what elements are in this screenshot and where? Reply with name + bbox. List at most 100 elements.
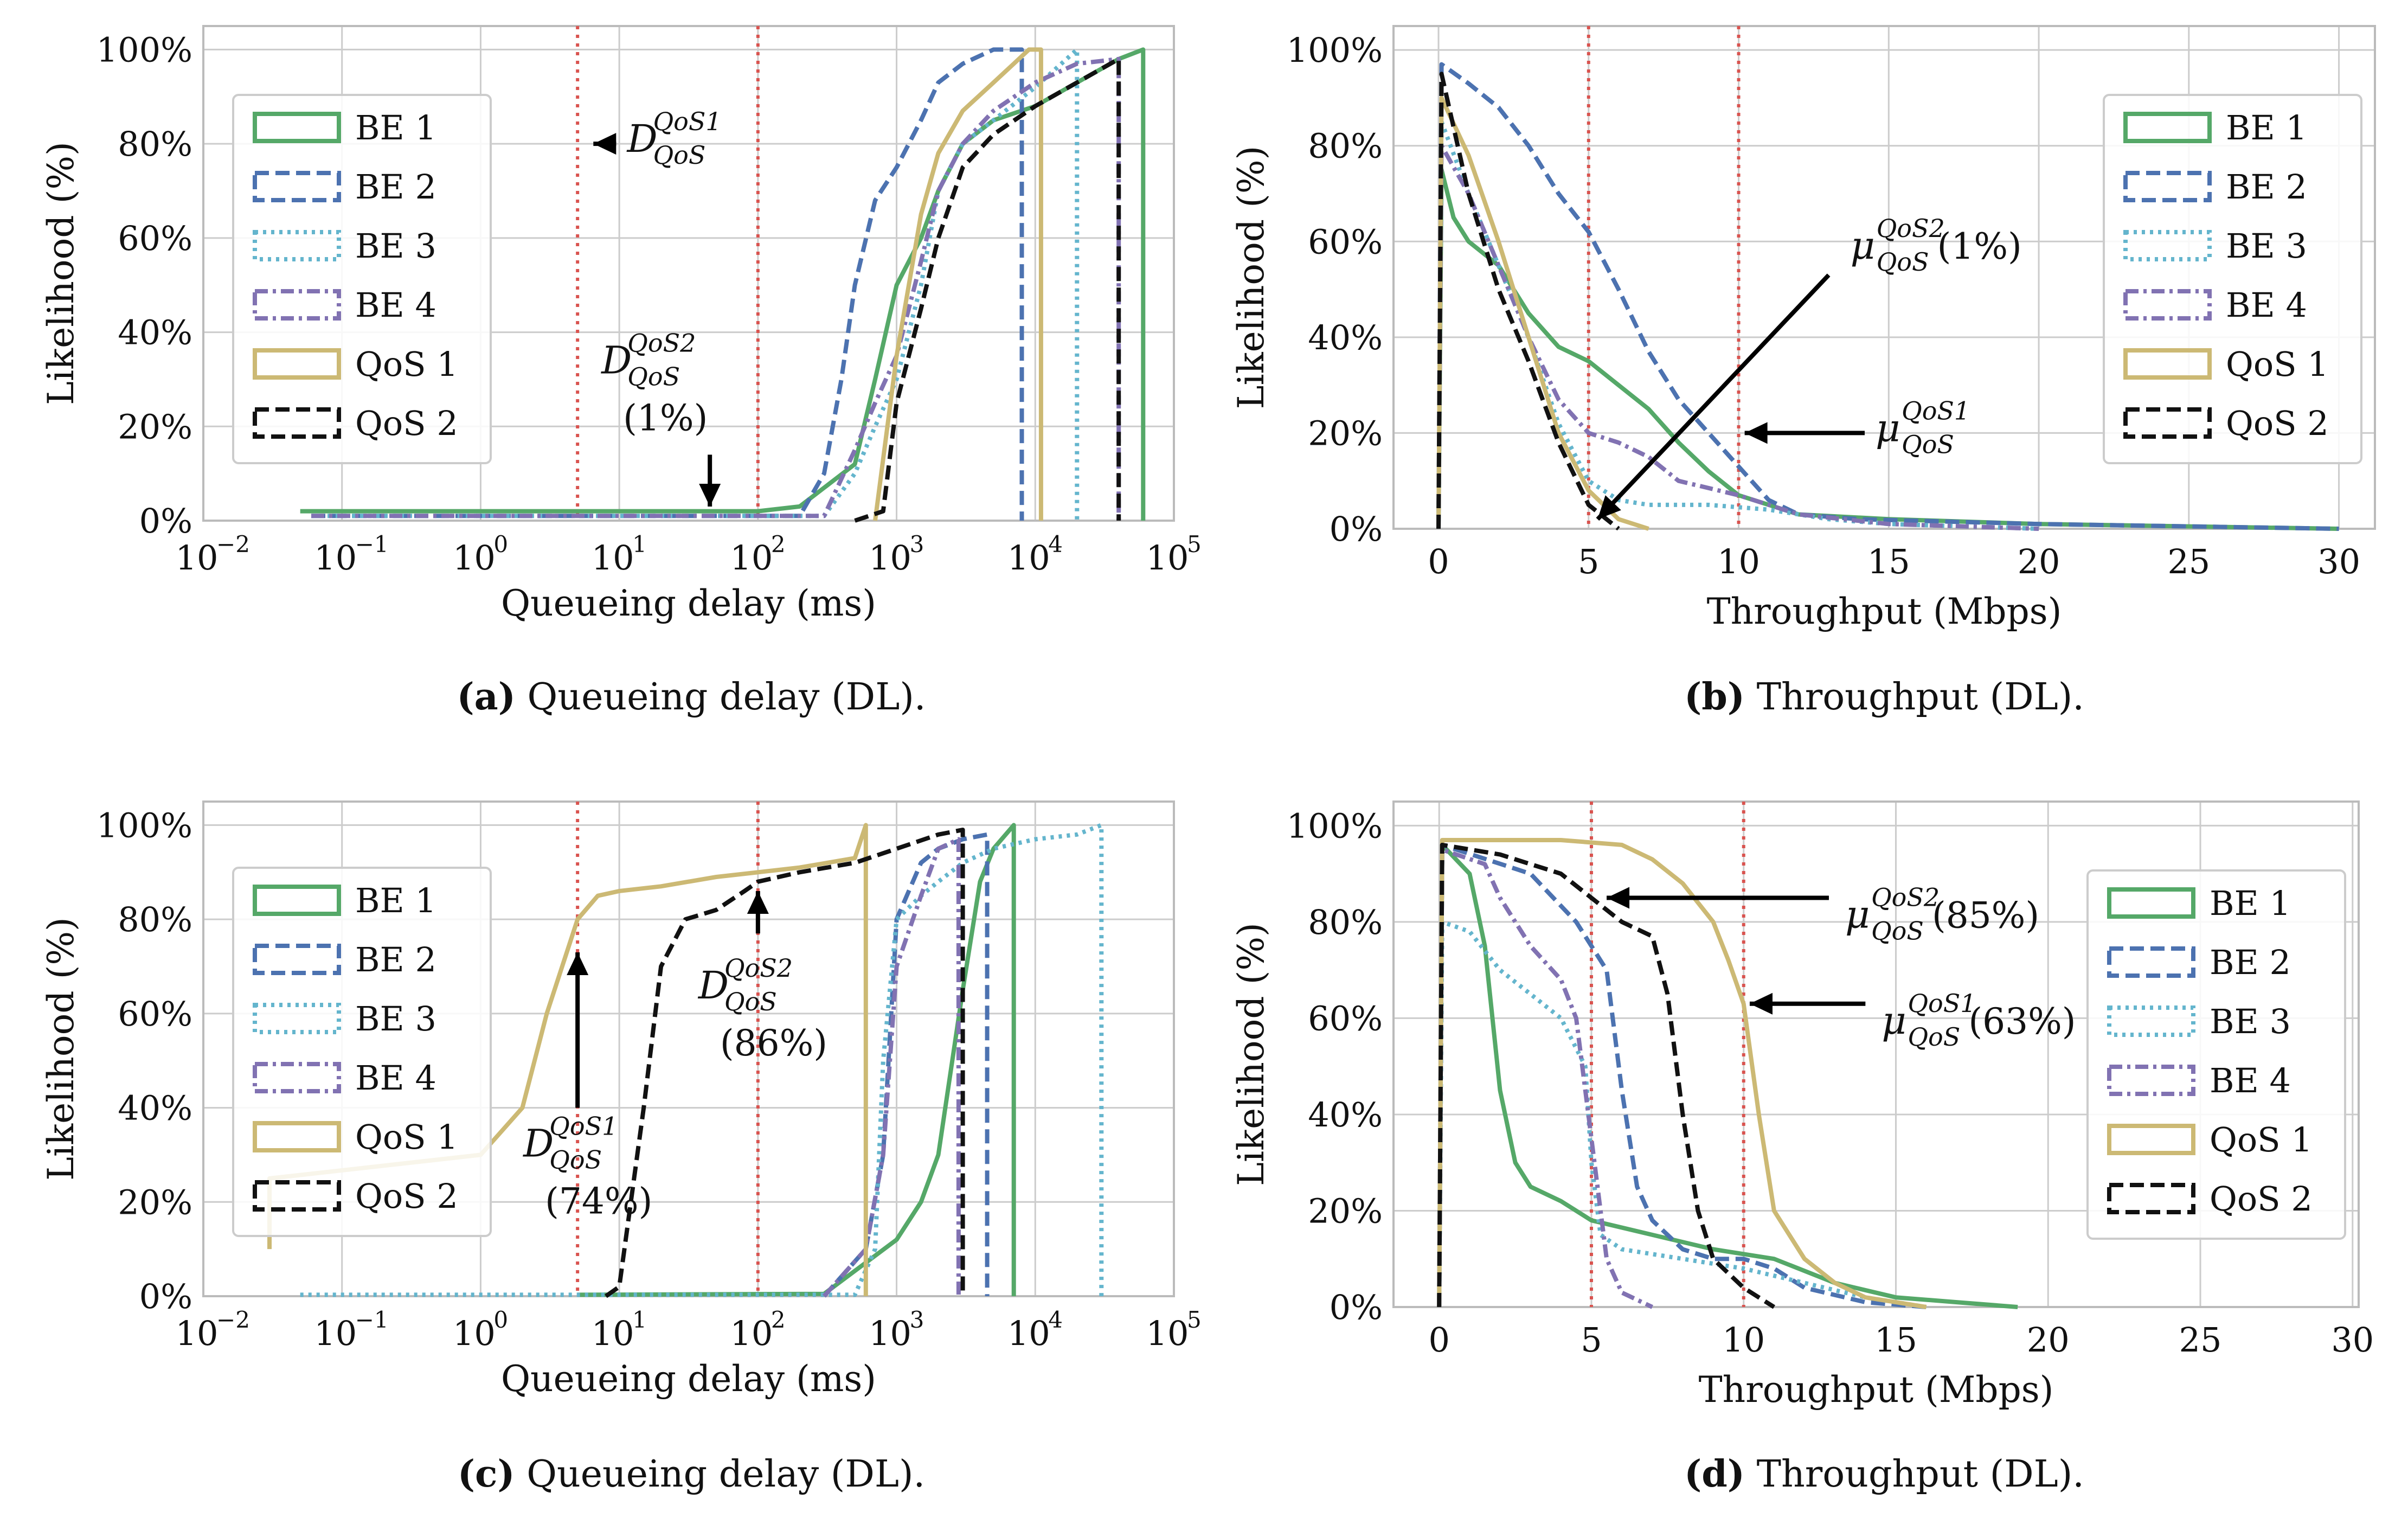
x-tick-label: 10 [869,538,911,578]
annotation-subscript: QoS [724,987,777,1016]
x-tick-label: 10 [592,538,634,578]
chart-panel-a: 0%20%40%60%80%100%10−2 10−1 100 101 102 103 10… [40,25,1202,624]
series-line-be-2 [311,47,1024,521]
x-tick-label: 10 [453,538,496,578]
x-tick-label: 5 [1578,542,1599,581]
y-axis-label: Likelihood (%) [40,142,82,405]
legend-swatch [253,112,341,143]
annotation-note: (1%) [623,397,708,439]
x-tick-label: 20 [2027,1320,2070,1360]
y-tick-label: 20% [1308,1191,1383,1231]
legend-swatch [253,171,341,202]
x-tick-label: 10 [730,538,773,578]
annotation-note: (85%) [1932,895,2039,937]
chart-panel-d: 0% 20% 40% 60% 80% 100% 0 5 10 15 20 25 30 Throughput… [1230,800,2374,1411]
x-tick-label: 10 [1146,1314,1189,1353]
series-line-be-4 [1437,847,1654,1309]
annotation-arrowhead [1597,495,1621,520]
legend-label: BE 1 [355,881,436,920]
legend-box [2103,94,2362,464]
x-tick-label: 10 [1717,542,1760,581]
series-line-qos-1 [267,823,868,1296]
caption-c-text: Queueing delay (DL). [515,1453,926,1496]
y-tick-label: 40% [118,313,192,353]
legend-box [232,94,492,464]
x-tick-label: 10 [314,1314,357,1353]
y-tick-label: 0% [1330,1288,1383,1327]
legend-label: QoS 2 [355,1176,458,1216]
series-line-qos-1 [873,47,1043,521]
series-line-be-2 [1436,62,2339,531]
y-tick-label: 0% [1330,509,1383,549]
x-tick-label: 10 [869,1314,911,1353]
legend-swatch [2107,1005,2195,1037]
legend-label: BE 4 [2226,285,2307,325]
legend-swatch [2123,171,2212,202]
annotation-label: μ QoS1 QoS (63%) [1882,989,2076,1052]
x-tick-exponent: 4 [1048,1306,1063,1333]
y-tick-label: 60% [1308,998,1383,1038]
legend-label: QoS 2 [355,403,458,443]
x-tick-exponent: 0 [493,1306,508,1333]
annotation-arrowhead [747,891,769,914]
annotation-arrowhead [1744,422,1768,444]
annotation-superscript: QoS1 [1908,989,1976,1018]
legend-label: BE 1 [2226,108,2307,148]
legend-swatch [253,1003,341,1034]
annotation-symbol: D [600,338,632,382]
legend-label: QoS 1 [355,344,458,384]
legend-label: BE 3 [2210,1002,2291,1041]
y-tick-label: 80% [118,124,192,164]
x-tick-label: 5 [1581,1320,1602,1360]
chart-panel-c: 0%20%40%60%80%100%10−2 10−1 100 101 102 103 10… [40,800,1202,1400]
annotation-arrowhead [593,133,617,155]
caption-b-letter: (b) [1684,675,1745,719]
annotation-subscript: QoS [1877,247,1929,277]
x-tick-label: 15 [1874,1320,1917,1360]
series-line-qos-1 [1437,838,1927,1309]
legend-swatch [253,289,341,321]
legend-swatch [253,348,341,380]
caption-b: (b) Throughput (DL). [1342,675,2408,719]
annotation-subscript: QoS [627,362,680,391]
y-tick-label: 40% [118,1088,192,1128]
caption-b-text: Throughput (DL). [1744,676,2084,719]
annotation-symbol: μ [1876,406,1900,450]
series-line-be-2 [1437,842,1927,1309]
legend-swatch [2107,1065,2195,1096]
legend-label: BE 2 [355,940,436,979]
legend-label: BE 4 [2210,1061,2291,1100]
legend-label: BE 2 [355,167,436,207]
caption-d-letter: (d) [1684,1452,1745,1496]
y-tick-label: 0% [139,1277,192,1316]
legend-box [2086,869,2346,1240]
legend: BE 1 BE 2 BE 3 BE 4 QoS 1 QoS 2 [2103,94,2362,464]
annotation-subscript: QoS [1902,430,1954,459]
annotation-arrowhead [567,952,589,975]
annotation-label: μ QoS2 QoS (85%) [1845,883,2039,946]
annotation-superscript: QoS2 [1877,214,1945,243]
legend-label: BE 3 [355,999,436,1039]
plot-frame [1392,800,2360,1308]
y-axis-label: Likelihood (%) [1230,923,1272,1186]
x-tick-label: 10 [1722,1320,1765,1360]
series-line-be-3 [311,47,1080,521]
x-tick-label: 10 [1007,538,1050,578]
legend-label: QoS 1 [2226,344,2329,384]
annotation-note: (86%) [720,1022,827,1064]
legend-label: BE 3 [2226,226,2307,266]
legend-swatch [253,1062,341,1093]
legend-label: QoS 2 [2226,403,2329,443]
legend-swatch [2123,407,2212,439]
y-tick-label: 80% [1308,126,1383,166]
y-tick-label: 100% [1287,30,1383,70]
x-tick-label: 10 [592,1314,634,1353]
caption-d: (d) Throughput (DL). [1342,1452,2408,1496]
series-line-be-1 [577,823,1016,1297]
caption-c: (c) Queueing delay (DL). [149,1452,1234,1496]
x-tick-label: 0 [1429,1320,1450,1360]
caption-a: (a) Queueing delay (DL). [149,675,1234,719]
